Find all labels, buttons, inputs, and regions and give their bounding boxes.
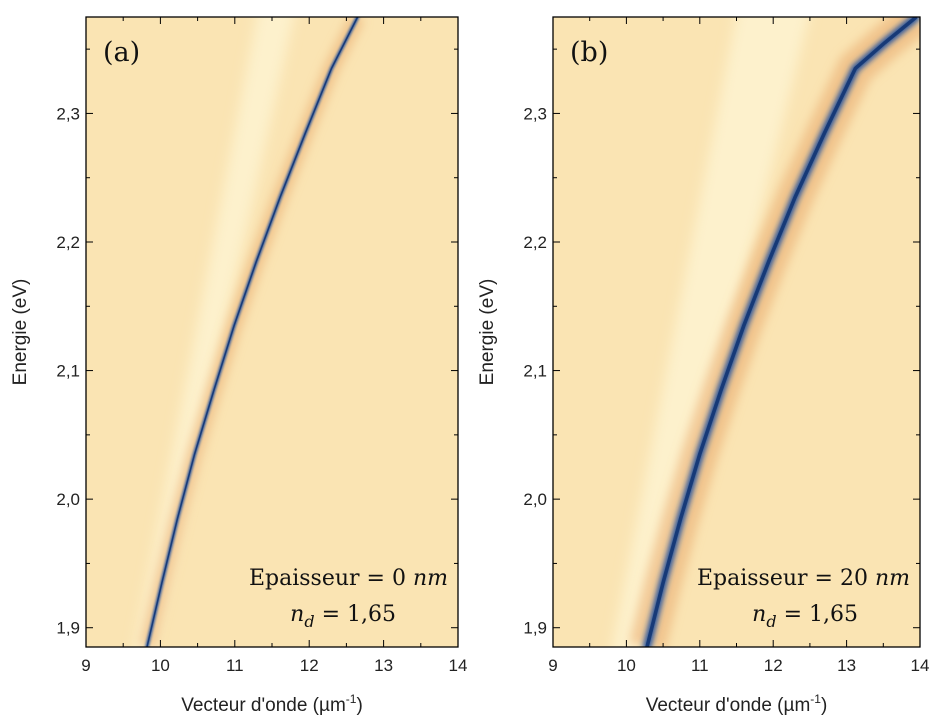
index-subscript: d: [304, 612, 314, 631]
x-tick-label: 10: [617, 656, 636, 675]
panel-label: (b): [570, 37, 608, 68]
index-equals: =: [315, 602, 347, 627]
y-tick-label: 2,3: [523, 104, 547, 123]
annotation: Epaisseur = 0 nm nd = 1,65: [249, 566, 448, 631]
y-tick-label: 2,1: [523, 362, 547, 381]
x-tick-label: 11: [691, 656, 709, 675]
x-tick-label: 13: [837, 656, 856, 675]
annotation-line-2: nd = 1,65: [752, 602, 858, 631]
x-tick-label: 11: [226, 656, 244, 675]
panel-b: 9 10 11 12 13 14 1,9 2,0 2,1 2,2 2,3 Vecteur d'onde…: [477, 16, 930, 716]
dispersion-curve-core: [645, 17, 918, 647]
index-equals: =: [777, 602, 809, 627]
thickness-unit: nm: [406, 566, 448, 591]
x-tick-label: 12: [300, 656, 319, 675]
x-axis-title-superscript: -1: [346, 692, 357, 706]
index-subscript: d: [766, 612, 776, 631]
index-value: 1,65: [347, 602, 396, 627]
thickness-value: 0: [392, 566, 406, 591]
x-axis-title: Vecteur d'onde (µm-1): [646, 692, 828, 716]
x-tick-label: 10: [151, 656, 170, 675]
index-symbol: n: [290, 602, 304, 627]
x-tick-label: 13: [374, 656, 393, 675]
thickness-equals: =: [808, 566, 840, 591]
heatmap-area: [86, 17, 458, 647]
x-tick-label: 14: [449, 656, 468, 675]
annotation: Epaisseur = 20 nm nd = 1,65: [697, 566, 910, 631]
x-axis-title-end: ): [821, 695, 827, 716]
thickness-label: Epaisseur: [697, 566, 808, 591]
x-axis-title-text: Vecteur d'onde (µm: [181, 695, 346, 716]
y-axis-title: Energie (eV): [477, 279, 498, 386]
y-tick-label: 2,2: [56, 233, 80, 252]
x-tick-label: 12: [764, 656, 783, 675]
y-axis-title: Energie (eV): [10, 279, 31, 386]
light-band: [611, 17, 809, 647]
x-axis-title: Vecteur d'onde (µm-1): [181, 692, 363, 716]
x-tick-label: 9: [81, 656, 90, 675]
heatmap-background: [86, 17, 458, 647]
panel-a: 9 10 11 12 13 14 1,9 2,0 2,1 2,2 2,3 Vecteur d'onde…: [10, 16, 468, 716]
panel-label: (a): [103, 37, 140, 68]
thickness-value: 20: [840, 566, 868, 591]
x-axis-title-text: Vecteur d'onde (µm: [646, 695, 811, 716]
annotation-line-1: Epaisseur = 20 nm: [697, 566, 910, 591]
y-tick-label: 2,3: [56, 104, 80, 123]
y-tick-label: 1,9: [523, 619, 547, 638]
y-tick-label: 2,0: [523, 490, 547, 509]
thickness-equals: =: [360, 566, 392, 591]
light-band: [134, 17, 294, 647]
dispersion-curve-core: [146, 17, 359, 647]
x-axis-title-end: ): [356, 695, 362, 716]
y-tick-label: 2,2: [523, 233, 547, 252]
y-tick-label: 1,9: [56, 619, 80, 638]
heatmap-area: [553, 17, 920, 647]
x-axis-title-superscript: -1: [810, 692, 821, 706]
x-tick-label: 14: [911, 656, 930, 675]
index-symbol: n: [752, 602, 766, 627]
annotation-line-1: Epaisseur = 0 nm: [249, 566, 448, 591]
index-value: 1,65: [809, 602, 858, 627]
thickness-label: Epaisseur: [249, 566, 360, 591]
y-tick-label: 2,1: [56, 362, 80, 381]
annotation-line-2: nd = 1,65: [290, 602, 396, 631]
thickness-unit: nm: [868, 566, 910, 591]
x-tick-label: 9: [548, 656, 557, 675]
y-tick-label: 2,0: [56, 490, 80, 509]
